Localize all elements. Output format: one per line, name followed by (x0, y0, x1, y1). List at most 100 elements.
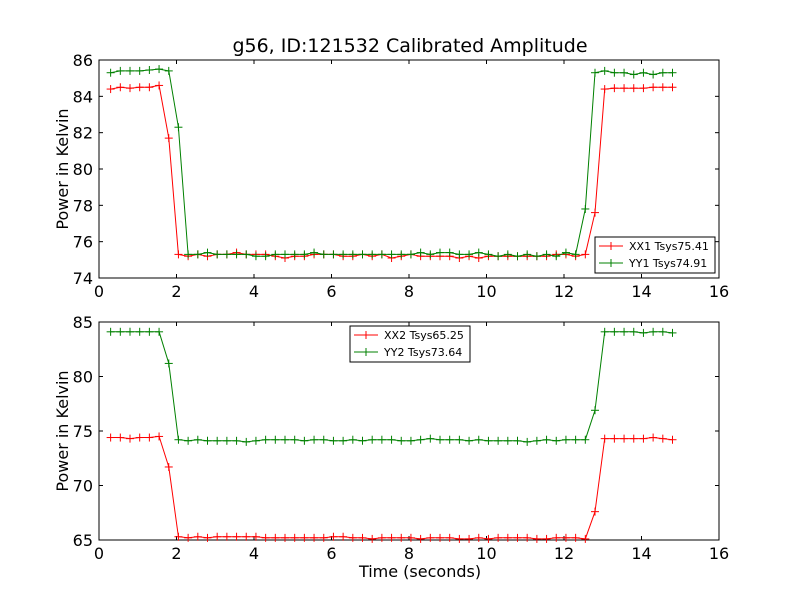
data-point (542, 250, 551, 259)
legend-entry: XX2 Tsys65.25 (354, 329, 464, 342)
data-point (532, 534, 541, 543)
legend-label: YY2 Tsys73.64 (383, 346, 462, 359)
y-tick-label: 74 (73, 269, 93, 288)
data-point (348, 250, 357, 259)
data-point (339, 436, 348, 445)
data-point (310, 435, 319, 444)
data-point (406, 533, 415, 542)
data-point (222, 250, 231, 259)
data-point (591, 507, 599, 516)
data-point (571, 250, 580, 259)
data-point (426, 250, 435, 259)
data-point (261, 533, 270, 542)
data-point (436, 435, 444, 444)
legend-label: XX1 Tsys75.41 (629, 240, 709, 253)
top-panel: 0 2 4 6 8 10 12 14 16 74 76 78 80 82 84 86 Power in Kelv… (53, 51, 729, 301)
data-point (523, 533, 532, 542)
data-point (474, 248, 483, 257)
data-point (494, 533, 503, 542)
x-tick-label: 10 (476, 282, 496, 301)
x-tick-label: 8 (404, 282, 414, 301)
data-point (658, 68, 667, 77)
data-point (523, 437, 532, 446)
data-point (271, 250, 280, 259)
data-point (106, 68, 115, 77)
data-point (387, 435, 396, 444)
data-point (339, 250, 348, 259)
data-point (591, 406, 599, 415)
x-tick-label: 12 (554, 544, 574, 563)
data-point (581, 435, 590, 444)
data-point (242, 437, 251, 446)
data-point (494, 252, 503, 261)
data-point (164, 66, 173, 75)
legend-label: XX2 Tsys65.25 (384, 329, 464, 342)
data-point (668, 68, 677, 77)
data-point (222, 436, 231, 445)
data-point (610, 327, 619, 336)
x-tick-label: 6 (326, 544, 336, 563)
data-point (523, 250, 532, 259)
data-point (571, 533, 580, 542)
x-axis-label: Time (seconds) (358, 562, 481, 581)
data-point (406, 250, 415, 259)
data-point (484, 436, 493, 445)
data-point (620, 84, 629, 93)
data-point (445, 248, 454, 257)
data-point (319, 533, 328, 542)
data-point (126, 434, 134, 443)
data-point (465, 250, 474, 259)
data-point (620, 68, 629, 77)
y-tick-label: 70 (73, 477, 93, 496)
data-point (494, 436, 503, 445)
data-point (300, 250, 309, 259)
data-point (484, 250, 493, 259)
data-point (300, 533, 309, 542)
data-point (116, 327, 125, 336)
data-point (658, 327, 667, 336)
y-tick-label: 80 (73, 368, 93, 387)
data-point (155, 432, 164, 441)
data-point (126, 66, 134, 75)
data-point (164, 462, 173, 471)
data-point (300, 436, 309, 445)
legend: XX2 Tsys65.25 YY2 Tsys73.64 (349, 325, 471, 363)
data-point (649, 83, 658, 92)
legend-label: YY1 Tsys74.91 (628, 257, 707, 270)
data-point (222, 532, 231, 541)
data-point (213, 436, 222, 445)
data-point (232, 532, 241, 541)
x-tick-label: 12 (554, 282, 574, 301)
data-point (193, 250, 202, 259)
x-tick-label: 14 (631, 544, 651, 563)
data-point (135, 327, 144, 336)
data-point (232, 250, 241, 259)
data-point (368, 435, 377, 444)
data-point (368, 250, 377, 259)
y-tick-label: 86 (73, 51, 93, 70)
x-tick-label: 0 (94, 282, 104, 301)
y-axis-label: Power in Kelvin (53, 370, 72, 491)
data-point (436, 533, 444, 542)
data-point (658, 83, 667, 92)
data-point (251, 532, 260, 541)
data-point (620, 434, 629, 443)
data-point (397, 533, 406, 542)
data-point (561, 435, 570, 444)
data-point (610, 68, 619, 77)
data-point (406, 436, 415, 445)
data-point (552, 533, 561, 542)
y-tick-label: 76 (73, 233, 93, 252)
data-point (387, 250, 396, 259)
data-point (368, 534, 377, 543)
data-point (251, 252, 260, 261)
x-tick-label: 0 (94, 544, 104, 563)
data-point (203, 533, 212, 542)
data-point (261, 252, 270, 261)
data-point (358, 250, 367, 259)
data-point (184, 436, 193, 445)
data-point (348, 533, 357, 542)
data-point (261, 435, 270, 444)
data-point (436, 248, 444, 257)
data-point (203, 248, 212, 257)
